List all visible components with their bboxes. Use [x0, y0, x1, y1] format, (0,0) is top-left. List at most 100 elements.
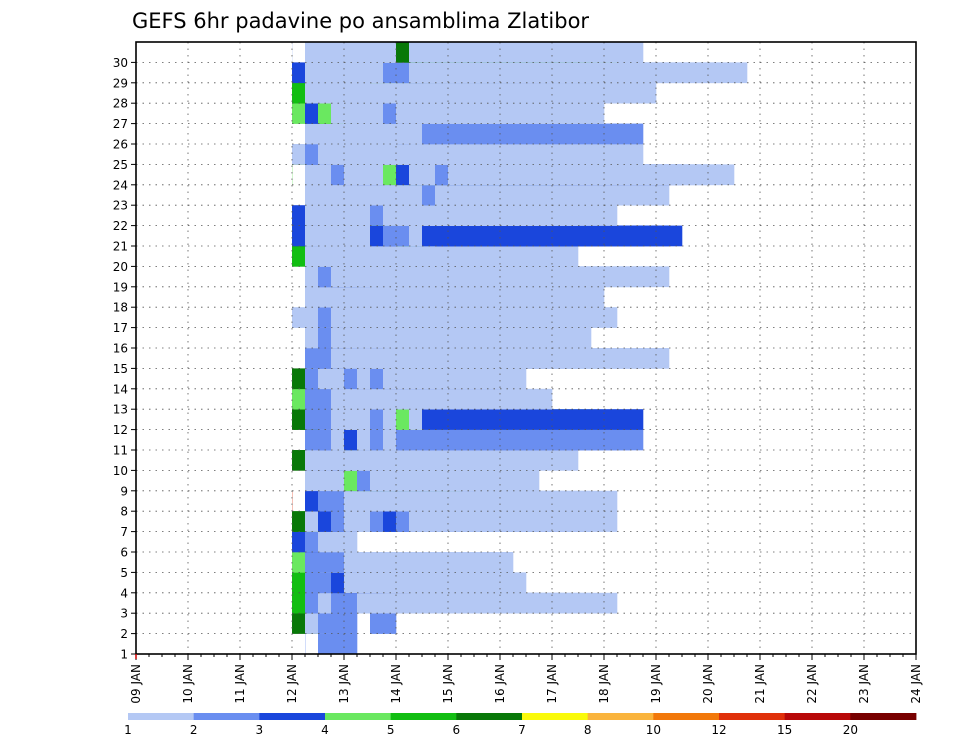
x-tick-label: 11 JAN: [233, 664, 247, 704]
y-tick-label: 14: [113, 382, 128, 396]
colorbar-label: 8: [584, 723, 592, 737]
heatmap-cell: [370, 613, 397, 634]
colorbar-segment: [522, 713, 589, 720]
colorbar-segment: [784, 713, 851, 720]
y-tick-label: 11: [113, 444, 128, 458]
y-tick-label: 3: [120, 607, 128, 621]
y-tick-label: 8: [120, 505, 128, 519]
heatmap-cell: [409, 205, 618, 226]
grid-lines: [135, 41, 917, 655]
heatmap-cell: [305, 470, 319, 492]
heatmap-cell: [435, 348, 670, 369]
y-tick-label: 9: [120, 484, 128, 498]
heatmap-cell: [370, 552, 514, 573]
heatmap-cells: [292, 42, 748, 655]
colorbar-segment: [850, 713, 917, 720]
heatmap-cell: [318, 613, 358, 634]
heatmap-cell: [292, 368, 306, 390]
x-tick-label: 15 JAN: [441, 664, 455, 704]
y-axis: 1234567891011121314151617181920212223242…: [113, 56, 136, 662]
colorbar-segment: [719, 713, 786, 720]
x-tick-label: 13 JAN: [337, 664, 351, 704]
heatmap-cell: [396, 246, 579, 267]
x-tick-label: 17 JAN: [545, 664, 559, 704]
x-tick-label: 22 JAN: [805, 664, 819, 704]
colorbar-label: 12: [711, 723, 726, 737]
colorbar-segment: [653, 713, 720, 720]
chart-title: GEFS 6hr padavine po ansamblima Zlatibor: [132, 9, 589, 33]
y-tick-label: 26: [113, 138, 128, 152]
colorbar-label: 10: [646, 723, 661, 737]
y-tick-label: 24: [113, 178, 128, 192]
y-tick-label: 19: [113, 280, 128, 294]
heatmap-cell: [422, 429, 644, 451]
colorbar-label: 7: [518, 723, 526, 737]
colorbar-label: 1: [124, 723, 132, 737]
colorbar-segment: [325, 713, 392, 720]
colorbar-segment: [259, 713, 326, 720]
x-tick-label: 12 JAN: [285, 664, 299, 704]
heatmap-cell: [422, 144, 644, 165]
heatmap-cell: [422, 592, 618, 614]
colorbar-segment: [390, 713, 457, 720]
y-tick-label: 12: [113, 423, 128, 437]
colorbar-segment: [193, 713, 260, 720]
heatmap-cell: [292, 246, 306, 267]
y-tick-label: 7: [120, 525, 128, 539]
heatmap-cell: [383, 368, 527, 390]
y-tick-label: 22: [113, 219, 128, 233]
x-tick-label: 19 JAN: [649, 664, 663, 704]
y-tick-label: 10: [113, 464, 128, 478]
heatmap-cell: [292, 307, 306, 328]
heatmap-cell: [292, 450, 306, 471]
y-tick-label: 4: [120, 586, 128, 600]
x-tick-label: 24 JAN: [909, 664, 923, 704]
colorbar: 1 2 3 4 5 6 7 8 10 12 15 20: [124, 713, 917, 737]
heatmap-cell: [396, 450, 579, 471]
heatmap-cell: [318, 531, 358, 553]
heatmap-cell: [292, 103, 306, 124]
y-tick-label: 21: [113, 240, 128, 254]
heatmap-cell: [435, 225, 683, 247]
colorbar-segment: [456, 713, 523, 720]
x-tick-label: 21 JAN: [753, 664, 767, 704]
heatmap-cell: [383, 470, 540, 492]
y-tick-label: 18: [113, 301, 128, 315]
heatmap-cell: [305, 164, 319, 186]
heatmap-cell: [292, 552, 306, 573]
colorbar-segment: [128, 713, 195, 720]
heatmap-cell: [422, 82, 657, 104]
y-tick-label: 1: [120, 648, 128, 662]
heatmap-cell: [331, 633, 358, 655]
heatmap-cell: [422, 123, 644, 145]
x-tick-label: 14 JAN: [389, 664, 403, 704]
heatmap-cell: [409, 511, 618, 532]
x-tick-label: 18 JAN: [597, 664, 611, 704]
y-tick-label: 6: [120, 546, 128, 560]
colorbar-label: 6: [453, 723, 461, 737]
y-tick-label: 2: [120, 627, 128, 641]
heatmap-cell: [383, 388, 553, 410]
heatmap-cell: [396, 327, 592, 349]
heatmap-cell: [305, 490, 319, 512]
heatmap-cell: [292, 572, 306, 594]
colorbar-label: 4: [321, 723, 329, 737]
colorbar-label: 15: [777, 723, 792, 737]
heatmap-cell: [448, 62, 748, 84]
heatmap-cell: [435, 184, 670, 206]
heatmap-cell: [292, 205, 306, 226]
colorbar-label: 20: [843, 723, 858, 737]
y-tick-label: 23: [113, 199, 128, 213]
colorbar-label: 3: [256, 723, 264, 737]
x-tick-label: 16 JAN: [493, 664, 507, 704]
heatmap-cell: [292, 62, 306, 84]
y-tick-label: 29: [113, 76, 128, 90]
y-tick-label: 20: [113, 260, 128, 274]
x-tick-label: 23 JAN: [857, 664, 871, 704]
x-axis: 09 JAN 10 JAN 11 JAN 12 JAN 13 JAN 14 JAN 15 J…: [129, 654, 923, 704]
y-tick-label: 5: [120, 566, 128, 580]
heatmap-cell: [422, 409, 644, 430]
heatmap-cell: [422, 42, 644, 63]
x-tick-label: 10 JAN: [181, 664, 195, 704]
